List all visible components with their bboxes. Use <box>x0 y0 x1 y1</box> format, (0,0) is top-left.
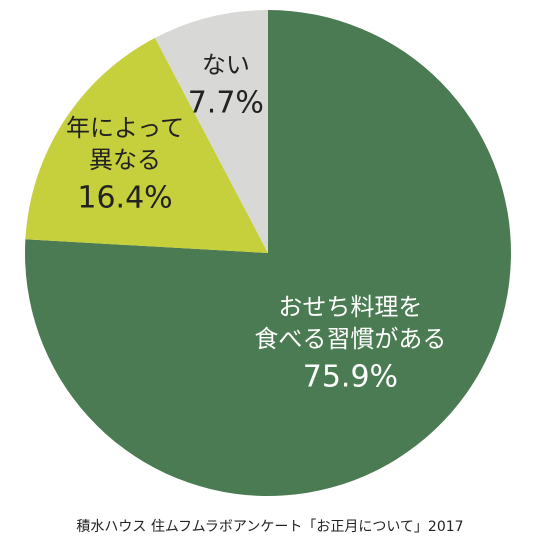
value-label: 75.9% <box>303 360 398 395</box>
slice-label: おせち料理を食べる習慣がある <box>254 293 446 353</box>
pie-slice <box>25 37 268 253</box>
value-label: 7.7% <box>188 86 264 121</box>
slice-label: 年によって異なる <box>66 114 184 174</box>
value-label: 16.4% <box>77 181 172 216</box>
source: 積水ハウス 住ムフムラボアンケート「お正月について」2017 <box>76 519 463 535</box>
pie-slice <box>24 10 512 497</box>
pie-slice <box>154 9 268 253</box>
slice-label: ない <box>202 51 250 79</box>
